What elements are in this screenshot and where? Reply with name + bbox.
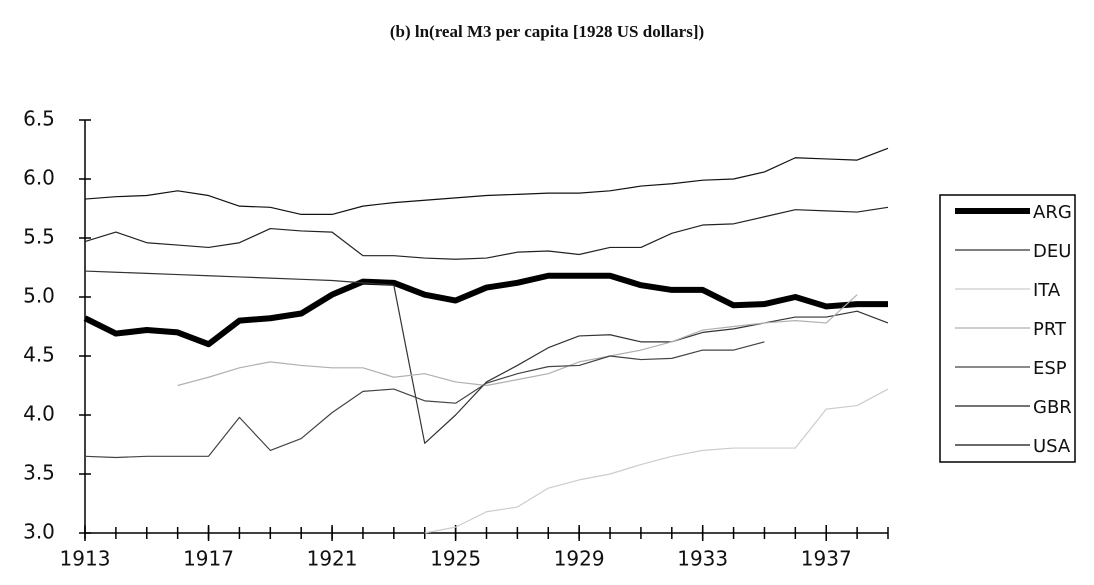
series-line xyxy=(84,341,765,459)
y-tick-label: 6.5 xyxy=(23,107,55,131)
legend-label: ITA xyxy=(1033,280,1061,301)
legend-label: ESP xyxy=(1033,358,1067,379)
y-tick-label: 4.5 xyxy=(23,343,55,367)
series-line xyxy=(84,147,889,215)
legend-label: DEU xyxy=(1033,241,1071,262)
chart-title: (b) ln(real M3 per capita [1928 US dolla… xyxy=(390,22,704,41)
legend-label: USA xyxy=(1033,436,1071,457)
legend-label: ARG xyxy=(1033,202,1072,223)
x-tick-label: 1933 xyxy=(677,547,728,571)
y-tick-label: 5.5 xyxy=(23,225,55,249)
x-tick-label: 1921 xyxy=(307,547,358,571)
x-tick-label: 1929 xyxy=(554,547,605,571)
x-tick-label: 1917 xyxy=(183,547,234,571)
y-tick-label: 6.0 xyxy=(23,166,55,190)
series-line xyxy=(84,270,889,444)
y-tick-label: 3.0 xyxy=(23,520,55,544)
x-tick-label: 1913 xyxy=(60,547,111,571)
x-tick-label: 1937 xyxy=(801,547,852,571)
legend-label: PRT xyxy=(1033,319,1067,340)
series-line xyxy=(177,294,858,387)
series-line xyxy=(83,272,888,348)
y-tick-label: 3.5 xyxy=(23,461,55,485)
series-line xyxy=(84,206,889,260)
x-tick-label: 1925 xyxy=(430,547,481,571)
y-tick-label: 4.0 xyxy=(23,402,55,426)
legend-label: GBR xyxy=(1033,397,1072,418)
y-tick-label: 5.0 xyxy=(23,284,55,308)
series-line xyxy=(424,388,889,534)
